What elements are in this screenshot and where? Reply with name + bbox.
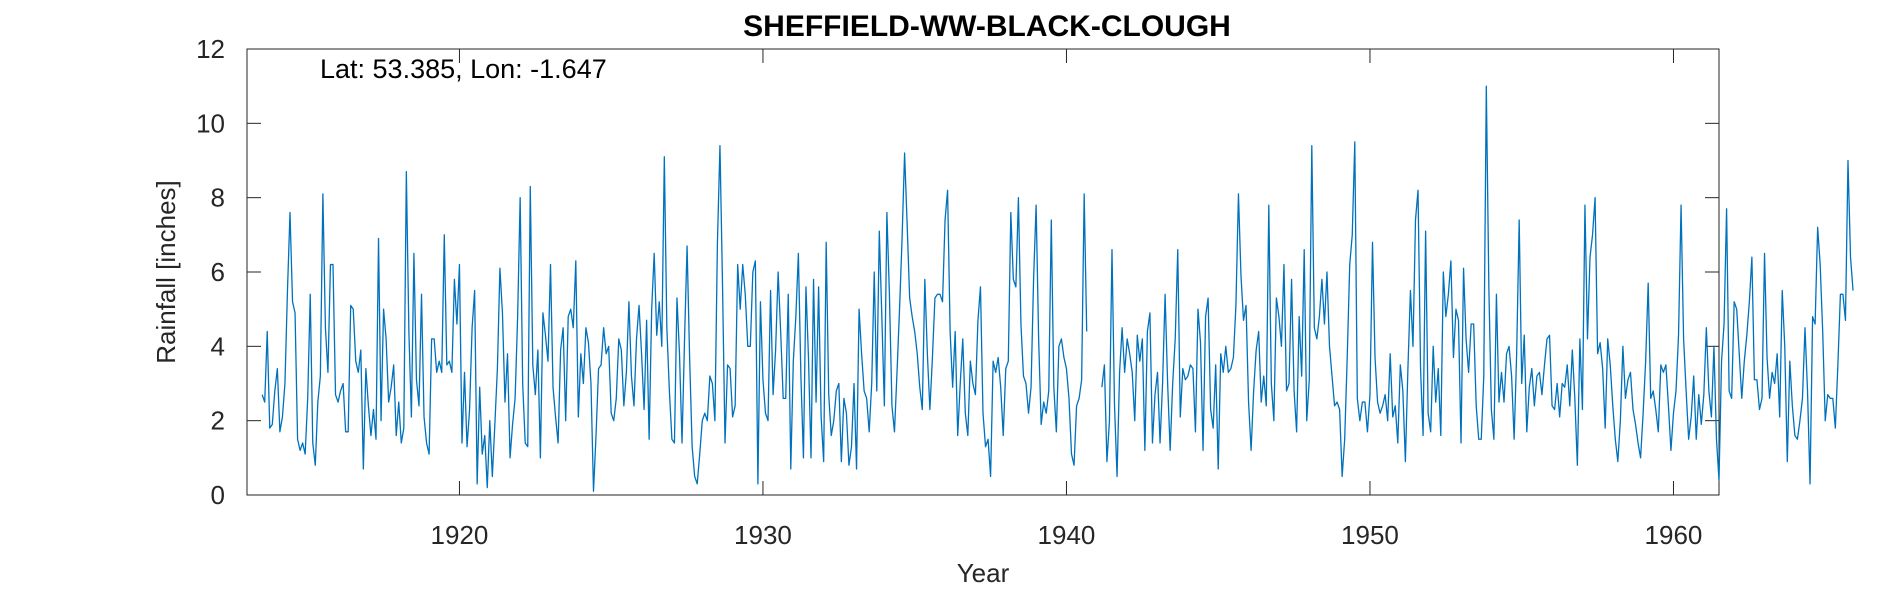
x-tick-label: 1930 <box>734 520 792 550</box>
y-tick-label: 0 <box>211 480 225 510</box>
y-tick-label: 10 <box>196 108 225 138</box>
y-tick-label: 4 <box>211 331 225 361</box>
x-tick-label: 1950 <box>1341 520 1399 550</box>
y-tick-label: 8 <box>211 183 225 213</box>
x-axis: 1920 1930 1940 1950 1960 <box>431 49 1703 550</box>
y-axis-label: Rainfall [inches] <box>151 180 181 364</box>
y-axis: 0 2 4 6 8 10 12 <box>196 34 1719 510</box>
chart-title: SHEFFIELD-WW-BLACK-CLOUGH <box>743 10 1231 43</box>
location-annotation: Lat: 53.385, Lon: -1.647 <box>320 54 607 84</box>
x-tick-label: 1920 <box>431 520 489 550</box>
x-tick-label: 1940 <box>1038 520 1096 550</box>
series-line-rainfall <box>261 85 1854 492</box>
y-tick-label: 6 <box>211 257 225 287</box>
y-tick-label: 12 <box>196 34 225 64</box>
y-tick-label: 2 <box>211 406 225 436</box>
x-axis-label: Year <box>957 558 1010 588</box>
x-tick-label: 1960 <box>1645 520 1703 550</box>
